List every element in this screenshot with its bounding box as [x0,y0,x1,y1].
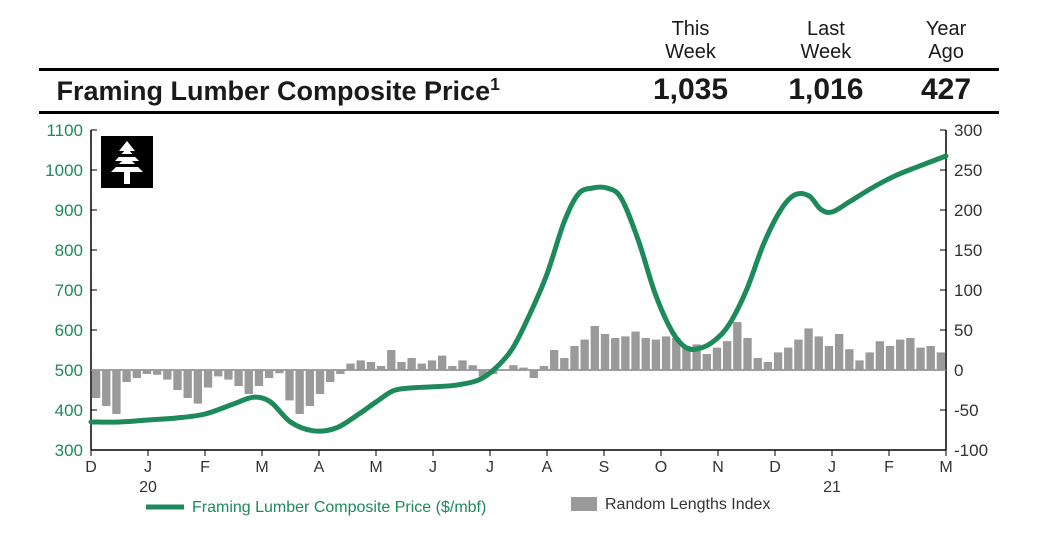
svg-text:300: 300 [55,441,83,460]
svg-text:M: M [369,459,382,476]
svg-text:20: 20 [139,479,157,496]
svg-text:50: 50 [954,321,973,340]
line-series [91,156,946,431]
svg-text:S: S [599,459,610,476]
svg-text:J: J [144,459,152,476]
svg-text:-100: -100 [954,441,988,460]
svg-text:J: J [429,459,437,476]
svg-text:21: 21 [823,479,841,496]
col-year-ago-header: Year Ago [894,18,999,70]
legend-bar-label: Random Lengths Index [605,496,770,513]
svg-text:500: 500 [55,361,83,380]
legend-line-label: Framing Lumber Composite Price ($/mbf) [192,499,486,516]
svg-text:-50: -50 [954,401,979,420]
svg-text:O: O [655,459,667,476]
col-last-week-header: Last Week [758,18,893,70]
svg-text:200: 200 [954,201,982,220]
svg-text:J: J [828,459,836,476]
svg-text:A: A [314,459,325,476]
svg-text:F: F [884,459,894,476]
row-label: Framing Lumber Composite Price1 [39,70,623,113]
svg-text:700: 700 [55,281,83,300]
combo-chart: 300 400 500 600 700 800 900 1000 1100 -100 -50 0 50 1… [36,120,1001,530]
val-this-week: 1,035 [623,70,758,113]
svg-text:150: 150 [954,241,982,260]
svg-text:800: 800 [55,241,83,260]
svg-text:N: N [712,459,724,476]
svg-text:1000: 1000 [45,161,83,180]
tree-logo-icon [101,136,153,188]
val-last-week: 1,016 [758,70,893,113]
svg-text:F: F [200,459,210,476]
svg-text:1100: 1100 [46,121,83,140]
page-root: This Week Last Week Year Ago Framing Lum… [0,0,1037,547]
col-this-week-header: This Week [623,18,758,70]
svg-text:400: 400 [55,401,83,420]
svg-text:M: M [939,459,952,476]
svg-text:D: D [85,459,97,476]
svg-text:M: M [255,459,268,476]
svg-text:D: D [769,459,781,476]
svg-text:600: 600 [55,321,83,340]
val-year-ago: 427 [894,70,999,113]
svg-text:0: 0 [954,361,963,380]
svg-text:250: 250 [954,161,982,180]
price-summary-table: This Week Last Week Year Ago Framing Lum… [39,18,999,114]
chart-container: 300 400 500 600 700 800 900 1000 1100 -100 -50 0 50 1… [36,120,1001,530]
svg-text:300: 300 [954,121,982,140]
svg-text:A: A [542,459,553,476]
svg-text:100: 100 [954,281,982,300]
svg-text:J: J [486,459,494,476]
svg-text:900: 900 [55,201,83,220]
